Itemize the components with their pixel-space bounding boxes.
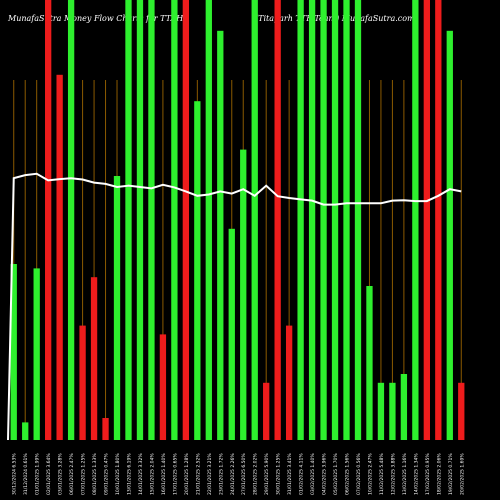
bar [90, 277, 98, 440]
tick-label: 31/01/2025 3.41% [287, 453, 293, 495]
bar [331, 0, 339, 440]
chart-title: MunafaSutra Money Flow Charts for TTAH [8, 14, 184, 23]
bar [171, 0, 178, 440]
bar [182, 0, 190, 440]
tick-label: 10/01/2025 1.80% [115, 453, 121, 495]
bar [423, 0, 430, 440]
tick-label: 18/02/2025 2.06% [436, 453, 442, 495]
bar [159, 334, 167, 440]
tick-label: 10/02/2025 2.47% [367, 453, 373, 495]
tick-label: 14/01/2025 3.32% [138, 453, 144, 495]
tick-label: 05/02/2025 1.70% [333, 453, 339, 495]
series-line [7, 172, 462, 441]
bar [240, 149, 247, 440]
bar [400, 374, 408, 440]
bar [22, 422, 29, 440]
bar [217, 30, 224, 441]
tick-label: 21/01/2025 2.52% [195, 453, 201, 495]
tick-label: 20/01/2025 1.28% [184, 453, 190, 495]
bar [251, 0, 258, 440]
tick-label: 07/01/2025 1.25% [81, 453, 87, 495]
tick-label: 31/12/2024 0.61% [23, 453, 29, 495]
bar [228, 228, 235, 440]
tick-label: 06/01/2025 2.47% [69, 453, 75, 495]
tick-label: 01/01/2025 1.99% [35, 453, 41, 495]
tick-label: 17/02/2025 0.95% [425, 453, 431, 495]
tick-label: 29/01/2025 5.90% [264, 453, 270, 495]
bar [263, 382, 270, 440]
tick-label: 23/01/2025 1.72% [218, 453, 224, 495]
tick-label: 13/01/2025 6.19% [126, 453, 132, 495]
line-group [7, 172, 462, 441]
bar [412, 0, 419, 440]
bar [33, 268, 40, 440]
tick-label: 27/01/2025 6.50% [241, 453, 247, 495]
bar [10, 264, 17, 440]
bar [148, 0, 155, 440]
bar [67, 0, 75, 440]
tick-label: 19/02/2025 0.71% [448, 453, 454, 495]
tick-label: 24/01/2025 2.26% [230, 453, 236, 495]
bar [125, 0, 132, 440]
tick-label: 15/01/2025 2.04% [149, 453, 155, 495]
bar [446, 30, 453, 441]
tick-label: 30/01/2025 1.25% [276, 453, 282, 495]
bar [320, 0, 327, 440]
bar [205, 0, 212, 440]
tick-label: 02/01/2025 3.64% [46, 453, 52, 495]
tick-label: 16/01/2025 1.40% [161, 453, 167, 495]
tick-label: 03/01/2025 3.28% [58, 453, 64, 495]
tick-label: 07/02/2025 0.56% [356, 453, 362, 495]
tick-label: 06/02/2025 1.56% [345, 453, 351, 495]
bar [136, 0, 144, 440]
tick-label: 09/01/2025 0.47% [104, 453, 110, 495]
bar [79, 325, 86, 440]
bar [377, 382, 385, 440]
tick-label: 12/02/2025 3.88% [390, 453, 396, 495]
bar [113, 176, 121, 440]
tick-label: 04/02/2025 3.96% [322, 453, 328, 495]
bar [297, 0, 304, 440]
bar [194, 101, 201, 440]
tick-label: 17/01/2025 0.65% [172, 453, 178, 495]
bar [389, 382, 396, 440]
bar [274, 0, 281, 440]
tick-label: 08/01/2025 1.33% [92, 453, 98, 495]
bar [45, 0, 52, 440]
bar [102, 418, 109, 440]
bar [308, 0, 316, 440]
tick-label: 22/01/2025 3.21% [207, 453, 213, 495]
tick-label: 03/02/2025 1.40% [310, 453, 316, 495]
bar [285, 325, 293, 440]
tick-label: 13/02/2025 1.16% [402, 453, 408, 495]
bar [56, 74, 63, 441]
tick-label: 30/12/2024 6.53% [12, 453, 18, 495]
tick-labels-group: 30/12/2024 6.53% 31/12/2024 0.61% 01/01/20… [12, 453, 466, 495]
bar [435, 0, 442, 440]
bar [343, 0, 350, 440]
tick-label: 14/02/2025 1.34% [413, 453, 419, 495]
tick-label: 11/02/2025 5.48% [379, 453, 385, 495]
bars-group [10, 0, 465, 441]
tick-label: 01/02/2025 4.11% [299, 453, 305, 495]
tick-label: 28/01/2025 2.02% [253, 453, 259, 495]
tick-label: 20/02/2025 1.69% [459, 453, 465, 495]
bar [366, 286, 373, 440]
bar [458, 382, 465, 440]
bar [354, 0, 362, 440]
